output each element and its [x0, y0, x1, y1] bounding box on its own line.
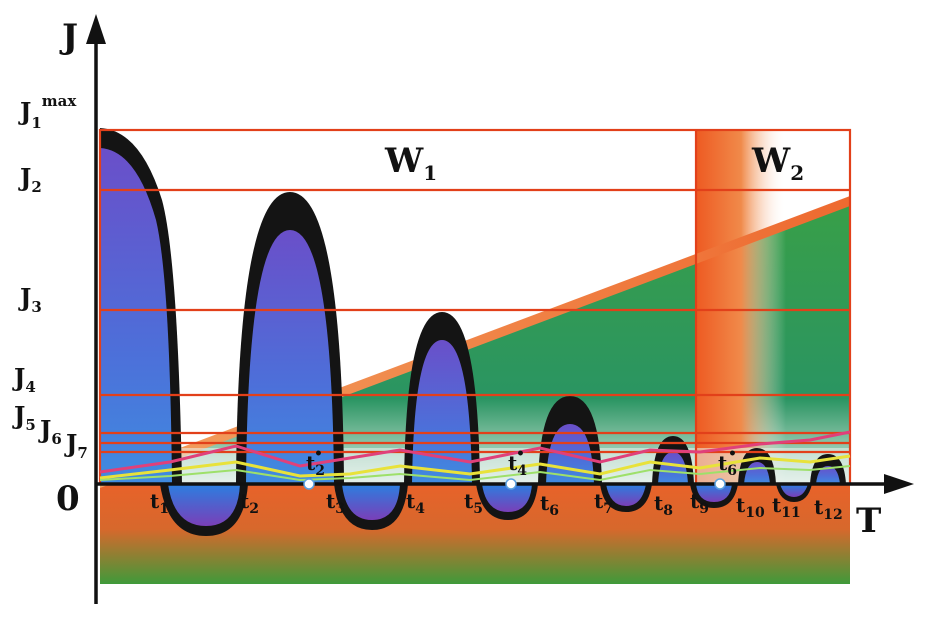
label-j1max: J1max: [18, 92, 77, 132]
x-axis-name: T: [856, 501, 881, 541]
dot-t4: •: [516, 446, 525, 462]
x-axis-arrow: [884, 474, 914, 494]
lower-lobes: [160, 484, 812, 536]
label-t6: t6: [540, 491, 559, 519]
crossing-dot-t4: [505, 478, 517, 490]
dot-t6: •: [728, 446, 737, 462]
y-axis-name: J: [59, 17, 78, 57]
label-t10: t10: [736, 493, 765, 521]
label-t1: t1: [150, 489, 169, 517]
label-t8: t8: [654, 491, 673, 519]
arch-5-fill: [658, 452, 688, 484]
label-t2: t2: [240, 489, 259, 517]
label-t3: t3: [326, 489, 345, 517]
lobe-4-fill: [606, 484, 646, 506]
label-t4-dot: t4: [508, 451, 527, 479]
label-j7: J7: [64, 429, 88, 462]
label-t9: t9: [690, 489, 709, 517]
label-j3: J3: [18, 283, 42, 316]
crossing-dots: [303, 478, 726, 490]
label-t11: t11: [772, 493, 801, 521]
level-lines: [98, 128, 852, 486]
label-t2-dot: t2: [306, 451, 325, 479]
axes: [86, 14, 914, 604]
label-j6: J6: [38, 415, 62, 448]
label-j2: J2: [18, 163, 42, 196]
special-time-labels: t2 • t4 • t6 •: [306, 446, 737, 479]
pink-trajectory: [99, 430, 851, 474]
arch-2-fill: [246, 230, 334, 484]
region-w1-label: W1: [384, 141, 437, 185]
label-t4: t4: [406, 489, 425, 517]
dot-t2: •: [314, 446, 323, 462]
green-trajectory: [99, 465, 851, 482]
region-w2-label: W2: [751, 141, 804, 185]
label-j4: J4: [12, 363, 36, 396]
crossing-dot-t6: [714, 478, 726, 490]
label-t5: t5: [464, 489, 483, 517]
label-t6-dot: t6: [718, 451, 737, 479]
label-j5: J5: [12, 401, 36, 434]
arch-3-fill: [412, 340, 472, 484]
y-axis-arrow: [86, 14, 106, 44]
lobe-6-fill: [780, 484, 808, 497]
lobe-3-fill: [482, 484, 532, 512]
origin-label: 0: [56, 479, 80, 519]
crossing-dot-t2: [303, 478, 315, 490]
label-t12: t12: [814, 495, 843, 523]
label-t7: t7: [594, 489, 613, 517]
lobe-2-fill: [342, 484, 400, 520]
y-level-labels: J1max J2 J3 J4 J5 J6 J7: [12, 92, 88, 462]
arch-1-fill: [100, 148, 172, 484]
yellow-trajectory: [99, 454, 851, 480]
w2-orange-column: [696, 130, 786, 484]
lobe-1-fill: [168, 484, 240, 526]
time-labels: t1 t2 t3 t4 t5 t6 t7 t8 t9 t10 t11 t12: [150, 489, 843, 523]
arch-7-fill: [816, 466, 840, 484]
